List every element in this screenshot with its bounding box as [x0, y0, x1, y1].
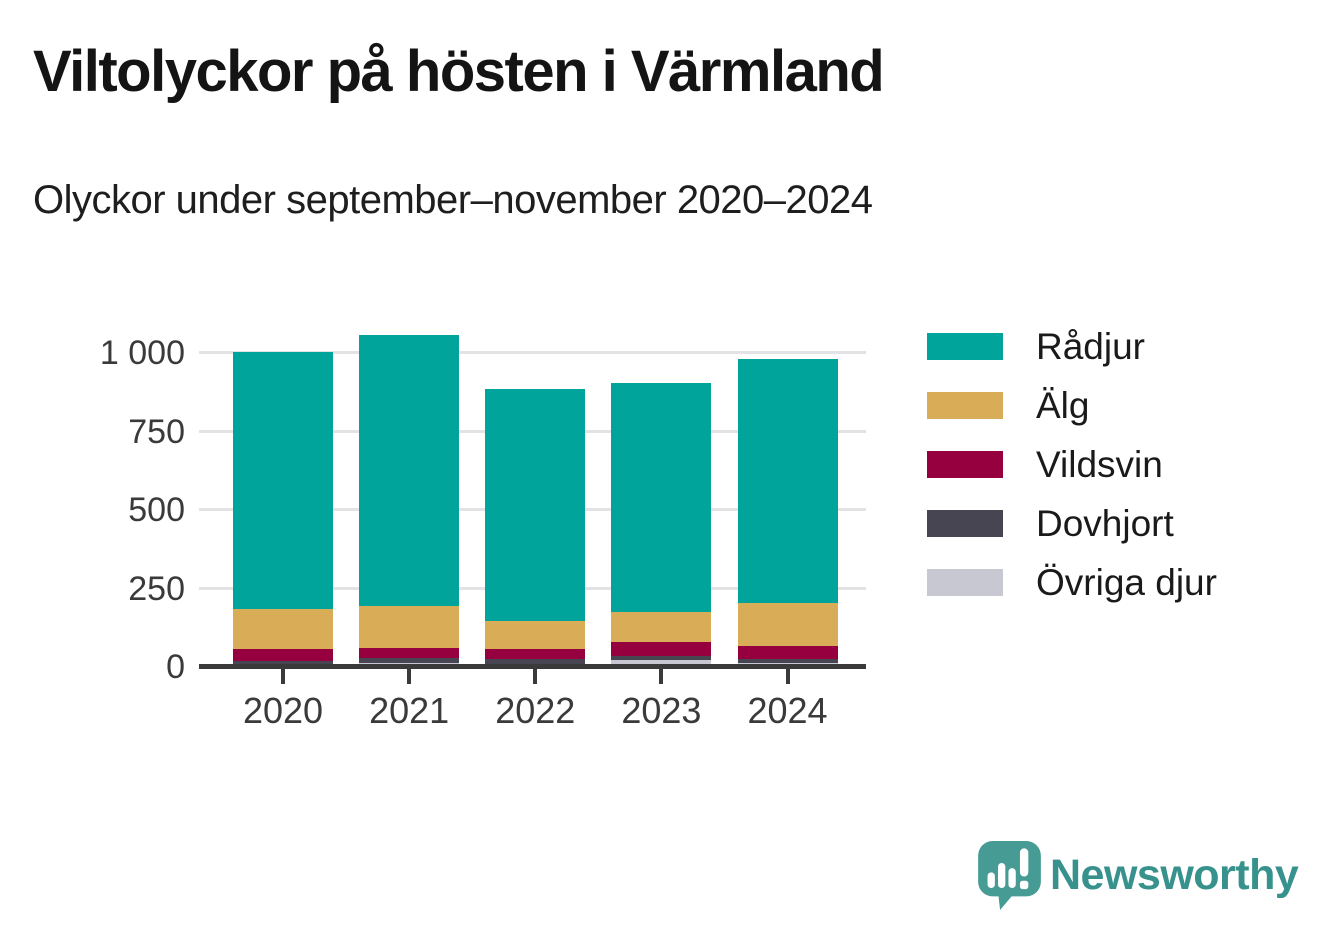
bar-2022-segment-dovhjort — [485, 659, 586, 665]
legend-label-radjur: Rådjur — [1036, 325, 1145, 367]
x-label-2022: 2022 — [495, 690, 576, 731]
gridline-1000 — [199, 351, 866, 355]
legend-item-dovhjort: Dovhjort — [927, 503, 1217, 544]
legend-label-alg: Älg — [1036, 384, 1090, 426]
y-tick-label-1000: 1 000 — [99, 334, 185, 373]
bar-2020-segment-radjur — [233, 351, 333, 609]
legend-swatch-ovriga-djur — [927, 569, 1003, 596]
x-label-2024: 2024 — [747, 690, 828, 731]
legend: Rådjur Älg Vildsvin Dovhjort Övriga djur — [927, 326, 1217, 628]
plot-area: 2020 2021 2022 2023 2024 — [199, 330, 866, 731]
y-tick-label-0: 0 — [166, 648, 185, 686]
y-tick-label-750: 750 — [128, 412, 185, 451]
x-tick-2023 — [659, 669, 664, 684]
x-label-2020: 2020 — [242, 690, 324, 731]
bar-2023 — [611, 383, 712, 667]
y-tick-label-250: 250 — [128, 569, 185, 608]
bar-2021-segment-alg — [359, 606, 460, 648]
x-label-2023: 2023 — [621, 690, 702, 731]
chart-subtitle: Olyckor under september–november 2020–20… — [33, 178, 873, 222]
bar-2021-segment-radjur — [359, 335, 460, 607]
x-tick-2020 — [281, 669, 285, 684]
legend-item-alg: Älg — [927, 385, 1217, 426]
bar-2024-segment-vildsvin — [737, 646, 838, 659]
newsworthy-logo-icon — [978, 841, 1041, 910]
x-tick-2022 — [533, 669, 538, 684]
legend-label-vildsvin: Vildsvin — [1036, 443, 1163, 485]
bar-2021-segment-dovhjort — [359, 657, 460, 663]
bar-2020 — [233, 351, 333, 667]
bar-2021-segment-vildsvin — [359, 647, 460, 658]
x-axis-line — [199, 664, 866, 669]
bar-2023-segment-vildsvin — [611, 641, 712, 657]
bar-2024 — [737, 359, 838, 667]
bar-2021 — [359, 335, 460, 667]
newsworthy-wordmark: Newsworthy — [1050, 851, 1299, 899]
legend-item-radjur: Rådjur — [927, 326, 1217, 367]
bar-2023-segment-radjur — [611, 383, 712, 613]
x-tick-2021 — [407, 669, 412, 684]
legend-swatch-vildsvin — [927, 451, 1003, 478]
legend-swatch-alg — [927, 392, 1003, 419]
legend-item-vildsvin: Vildsvin — [927, 444, 1217, 485]
bar-2022-segment-radjur — [485, 389, 586, 622]
x-label-2021: 2021 — [369, 690, 450, 731]
y-tick-label-500: 500 — [128, 491, 185, 530]
x-tick-2024 — [785, 669, 790, 684]
legend-swatch-dovhjort — [927, 510, 1003, 537]
bar-2022-segment-alg — [485, 621, 586, 650]
legend-item-ovriga-djur: Övriga djur — [927, 562, 1217, 603]
bar-2024-segment-dovhjort — [737, 658, 838, 663]
branding: Newsworthy — [978, 841, 1299, 910]
y-axis: 0 250 500 750 1 000 — [40, 330, 185, 686]
bar-2022-segment-vildsvin — [485, 649, 586, 660]
bar-2023-segment-alg — [611, 612, 712, 642]
legend-label-ovriga-djur: Övriga djur — [1036, 561, 1217, 603]
bar-2023-segment-ovriga-djur — [611, 660, 712, 667]
legend-swatch-radjur — [927, 333, 1003, 360]
bar-2024-segment-radjur — [737, 359, 838, 604]
chart-title: Viltolyckor på hösten i Värmland — [33, 39, 885, 104]
bar-2020-segment-vildsvin — [233, 649, 333, 661]
bar-2024-segment-alg — [737, 603, 838, 647]
bar-2022 — [485, 389, 586, 667]
bar-2023-segment-dovhjort — [611, 656, 712, 661]
legend-label-dovhjort: Dovhjort — [1036, 502, 1174, 544]
bar-2020-segment-dovhjort — [233, 660, 333, 665]
bar-2020-segment-alg — [233, 608, 333, 650]
